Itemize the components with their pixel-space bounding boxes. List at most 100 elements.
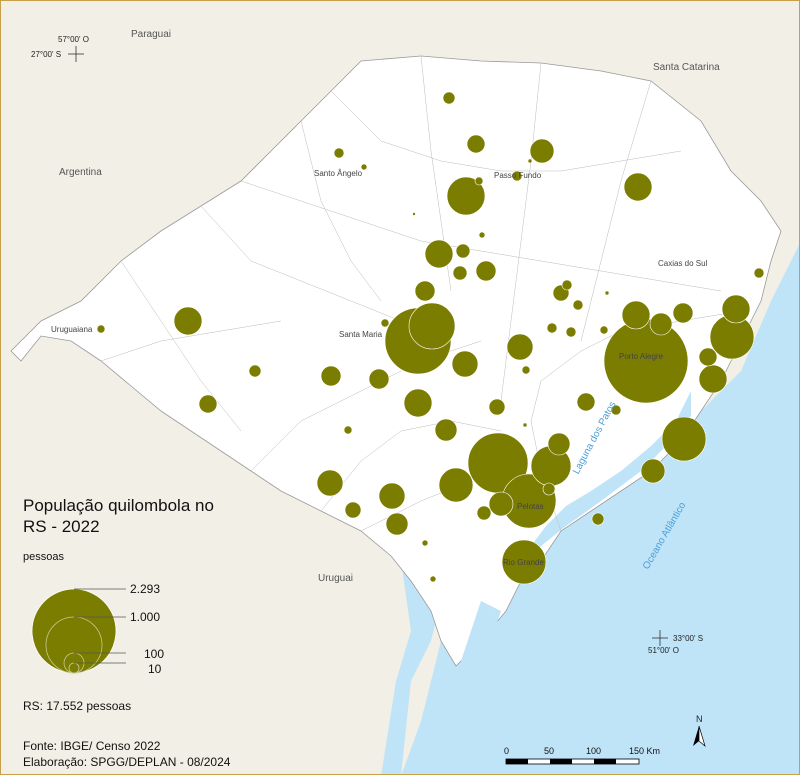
coord-nw-lon: 57°00' O <box>58 35 89 44</box>
bubble <box>333 147 345 159</box>
city-caxias: Caxias do Sul <box>658 259 708 268</box>
bubble <box>368 368 390 390</box>
bubble <box>320 365 342 387</box>
legend-value-max: 2.293 <box>130 582 161 596</box>
city-santo-angelo: Santo Ângelo <box>314 169 363 178</box>
bubble <box>506 333 534 361</box>
city-uruguaiana: Uruguaiana <box>51 325 93 334</box>
bubble <box>640 458 666 484</box>
bubble <box>511 170 523 182</box>
bubble <box>442 91 456 105</box>
laguna-dos-patos <box>526 391 691 561</box>
bubble <box>546 322 558 334</box>
bubble <box>434 418 458 442</box>
bubble <box>721 294 751 324</box>
bubble <box>478 231 486 239</box>
bubble <box>599 325 609 335</box>
bubble <box>451 350 479 378</box>
north-label: N <box>696 714 703 724</box>
bubble <box>429 575 437 583</box>
bubble <box>316 469 344 497</box>
bubble <box>385 512 409 536</box>
scale-label-0: 0 <box>504 746 510 756</box>
scale-label-150: 150 Km <box>629 746 661 756</box>
legend-value-100: 100 <box>144 647 165 661</box>
label-paraguai: Paraguai <box>131 29 172 40</box>
bubble <box>198 394 218 414</box>
bubble <box>542 482 556 496</box>
bubble <box>360 163 368 171</box>
bubble-rio-grande <box>501 539 547 585</box>
legend-title: População quilombola no RS - 2022 <box>23 496 214 536</box>
bubble <box>412 212 416 216</box>
scale-label-100: 100 <box>586 746 602 756</box>
bubble <box>343 425 353 435</box>
total-population: RS: 17.552 pessoas <box>23 699 132 713</box>
city-rio-grande: Rio Grande <box>503 558 544 567</box>
bubble <box>424 239 454 269</box>
bubble <box>446 176 486 216</box>
source-text: Fonte: IBGE/ Censo 2022 <box>23 739 161 753</box>
bubble <box>248 364 262 378</box>
bubble <box>380 318 390 328</box>
bubble <box>672 302 694 324</box>
legend-leaders <box>74 588 126 664</box>
bubble <box>623 172 653 202</box>
city-passo-fundo: Passo Fundo <box>494 171 542 180</box>
bubble <box>527 158 533 164</box>
bubble <box>452 265 468 281</box>
lagoa-mirim <box>456 601 501 701</box>
scale-bar <box>505 758 640 765</box>
elaboration-text: Elaboração: SPGG/DEPLAN - 08/2024 <box>23 755 231 769</box>
north-arrow-icon <box>693 725 706 748</box>
label-uruguai: Uruguai <box>318 573 354 584</box>
bubble <box>753 267 765 279</box>
bubble <box>408 302 456 350</box>
bubble-layer <box>96 91 765 585</box>
ocean <box>401 245 799 774</box>
bubble <box>522 422 528 428</box>
bubble <box>591 512 605 526</box>
bubble <box>173 306 203 336</box>
bubble <box>521 365 531 375</box>
bubble <box>488 491 514 517</box>
bubble <box>475 260 497 282</box>
bubble <box>378 482 406 510</box>
bubble <box>698 347 718 367</box>
bubble <box>572 299 584 311</box>
label-argentina: Argentina <box>59 167 102 178</box>
label-santa-catarina: Santa Catarina <box>653 62 720 73</box>
bubble <box>561 279 573 291</box>
bubble <box>529 138 555 164</box>
bubble <box>661 416 707 462</box>
bubble <box>474 176 484 186</box>
bubble-porto-alegre <box>603 318 689 404</box>
legend-value-10: 10 <box>148 662 162 676</box>
bubble <box>421 539 429 547</box>
bubble <box>438 467 474 503</box>
coord-markers <box>68 46 668 646</box>
bubble <box>414 280 436 302</box>
bubble <box>455 243 471 259</box>
city-porto-alegre: Porto Alegre <box>619 352 664 361</box>
bubble <box>604 290 610 296</box>
bubble <box>476 505 492 521</box>
bubble <box>403 388 433 418</box>
city-pelotas: Pelotas <box>517 502 544 511</box>
city-santa-maria: Santa Maria <box>339 330 383 339</box>
bubble <box>621 300 651 330</box>
bubble <box>610 404 622 416</box>
scale-label-50: 50 <box>544 746 555 756</box>
legend-value-1000: 1.000 <box>130 610 161 624</box>
uruguay-water <box>381 561 441 774</box>
bubble <box>96 324 106 334</box>
coord-se-lat: 33°00' S <box>673 634 704 643</box>
bubble <box>649 312 673 336</box>
bubble <box>565 326 577 338</box>
coord-nw-lat: 27°00' S <box>31 50 62 59</box>
coord-se-lon: 51°00' O <box>648 646 679 655</box>
bubble <box>547 432 571 456</box>
legend-unit: pessoas <box>23 551 64 563</box>
